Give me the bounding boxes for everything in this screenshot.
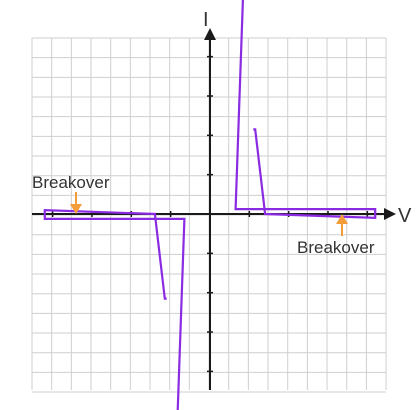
y-axis-label: I — [203, 9, 209, 31]
breakover-arrow-left — [70, 192, 82, 214]
axis-ticks — [51, 55, 369, 373]
y-axis-arrowhead — [204, 28, 216, 40]
iv-curve-series-2 — [234, 0, 377, 220]
x-axis-label: V — [398, 205, 412, 227]
breakover-arrow-right — [336, 214, 348, 236]
x-axis-arrowhead — [384, 208, 396, 220]
breakover-label-left: Breakover — [32, 173, 110, 192]
breakover-label-right: Breakover — [297, 238, 375, 257]
iv-curve-series-1 — [43, 208, 186, 410]
curves — [43, 0, 377, 410]
